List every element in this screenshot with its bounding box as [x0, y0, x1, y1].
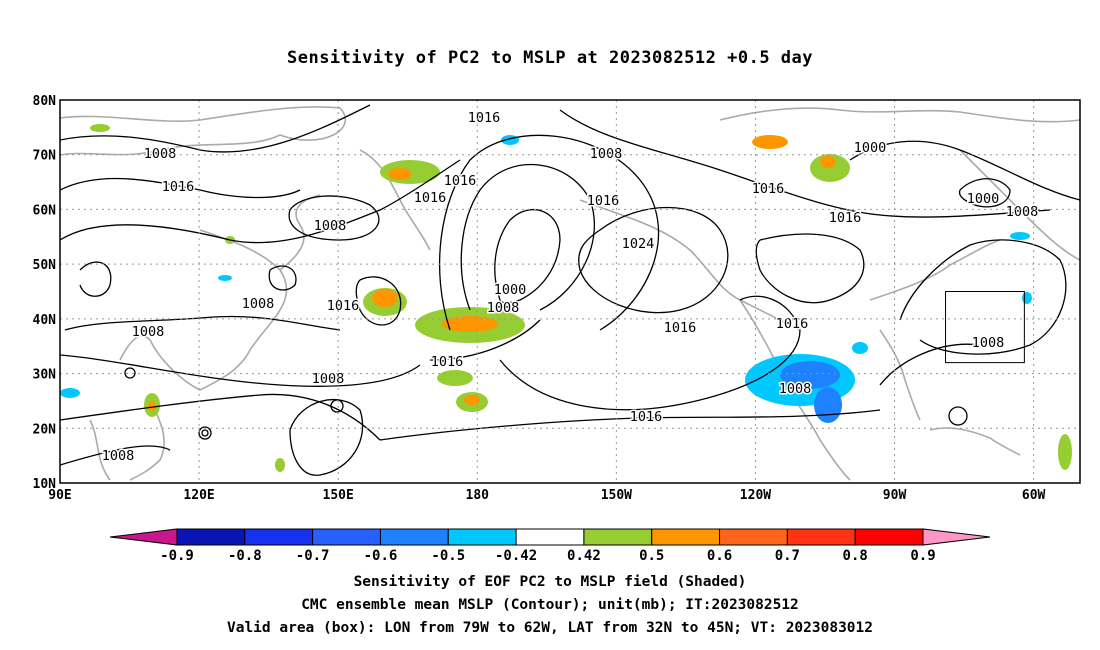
caption-contour: CMC ensemble mean MSLP (Contour); unit(m… [301, 597, 799, 613]
colorbar-tick-labels: -0.9 -0.8 -0.7 -0.6 -0.5 -0.42 0.42 0.5 0.6 0.7 0.… [160, 548, 936, 564]
contour-label: 1008 [312, 371, 345, 387]
colorbar-swatch [786, 528, 856, 546]
contour-label: 1000 [494, 282, 527, 298]
contour-label: 1016 [587, 193, 620, 209]
contour-label: 1016 [444, 173, 477, 189]
lat-tick-label: 20N [33, 422, 57, 437]
map-frame [59, 99, 1081, 484]
contour-labels: 1016100810161008101610161008100810001000… [100, 109, 1040, 466]
contour-label: 1016 [431, 354, 464, 370]
lat-tick-label: 10N [33, 477, 57, 492]
colorbar-swatch [854, 528, 924, 546]
colorbar-tick: -0.9 [160, 548, 194, 564]
colorbar-swatch [312, 528, 381, 546]
contour-label: 1008 [590, 146, 623, 162]
colorbar-swatch [515, 528, 585, 546]
chart-title: Sensitivity of PC2 to MSLP at 2023082512… [286, 48, 813, 68]
caption-shaded: Sensitivity of EOF PC2 to MSLP field (Sh… [353, 574, 747, 590]
contour-label: 1016 [162, 179, 195, 195]
colorbar-swatch [379, 528, 449, 546]
lon-tick-label: 120W [740, 488, 771, 503]
lat-tick-label: 80N [33, 94, 57, 109]
colorbar-tick: 0.5 [639, 548, 664, 564]
lon-tick-label: 150E [323, 488, 354, 503]
contour-label: 1008 [132, 324, 165, 340]
contour-label: 1016 [664, 320, 697, 336]
lat-tick-label: 60N [33, 203, 57, 218]
contour-label: 1008 [1006, 204, 1039, 220]
contour-label: 1008 [314, 218, 347, 234]
contour-label: 1024 [622, 236, 655, 252]
colorbar-tick: -0.8 [228, 548, 262, 564]
valid-area-box [945, 291, 1025, 364]
caption-valid-area: Valid area (box): LON from 79W to 62W, L… [226, 620, 873, 636]
colorbar-swatch [719, 528, 788, 546]
coastlines [60, 106, 1080, 481]
colorbar-swatch [176, 528, 246, 546]
colorbar-swatch [651, 528, 721, 546]
contour-label: 1000 [967, 191, 1000, 207]
mslp-contours [60, 104, 1080, 476]
colorbar-min-triangle [109, 528, 178, 546]
latitude-labels: 80N 70N 60N 50N 40N 30N 20N 10N [33, 94, 57, 492]
colorbar-swatch [244, 528, 314, 546]
lat-tick-label: 30N [33, 368, 57, 383]
colorbar-tick: -0.5 [431, 548, 465, 564]
lon-tick-label: 90E [48, 488, 71, 503]
contour-label: 1016 [829, 210, 862, 226]
colorbar-swatch [447, 528, 517, 546]
contour-label: 1016 [414, 190, 447, 206]
lon-tick-label: 120E [183, 488, 214, 503]
colorbar-tick: 0.7 [775, 548, 800, 564]
contour-label: 1008 [487, 300, 520, 316]
contour-label: 1008 [779, 381, 812, 397]
contour-label: 1016 [327, 298, 360, 314]
contour-label: 1016 [752, 181, 785, 197]
colorbar-tick: 0.8 [843, 548, 868, 564]
contour-label: 1008 [972, 335, 1005, 351]
colorbar-max-triangle [922, 528, 991, 546]
graticule [60, 100, 1080, 483]
contour-label: 1008 [242, 296, 275, 312]
colorbar-tick: -0.42 [495, 548, 537, 564]
lon-tick-label: 150W [601, 488, 632, 503]
colorbar-swatch [583, 528, 653, 546]
contour-label: 1016 [776, 316, 809, 332]
lat-tick-label: 50N [33, 258, 57, 273]
lon-tick-label: 180 [466, 488, 490, 503]
colorbar-tick: -0.6 [364, 548, 398, 564]
lat-tick-label: 40N [33, 313, 57, 328]
colorbar-tick: -0.7 [296, 548, 330, 564]
lon-tick-label: 60W [1022, 488, 1046, 503]
contour-label: 1000 [854, 140, 887, 156]
lat-tick-label: 70N [33, 149, 57, 164]
longitude-labels: 90E 120E 150E 180 150W 120W 90W 60W [48, 488, 1045, 503]
colorbar-tick: 0.42 [567, 548, 601, 564]
colorbar-tick: 0.6 [707, 548, 732, 564]
contour-label: 1008 [144, 146, 177, 162]
colorbar-tick: 0.9 [910, 548, 935, 564]
contour-label: 1016 [468, 110, 501, 126]
colorbar [109, 528, 991, 546]
contour-label: 1008 [102, 448, 135, 464]
contour-label: 1016 [630, 409, 663, 425]
lon-tick-label: 90W [883, 488, 907, 503]
